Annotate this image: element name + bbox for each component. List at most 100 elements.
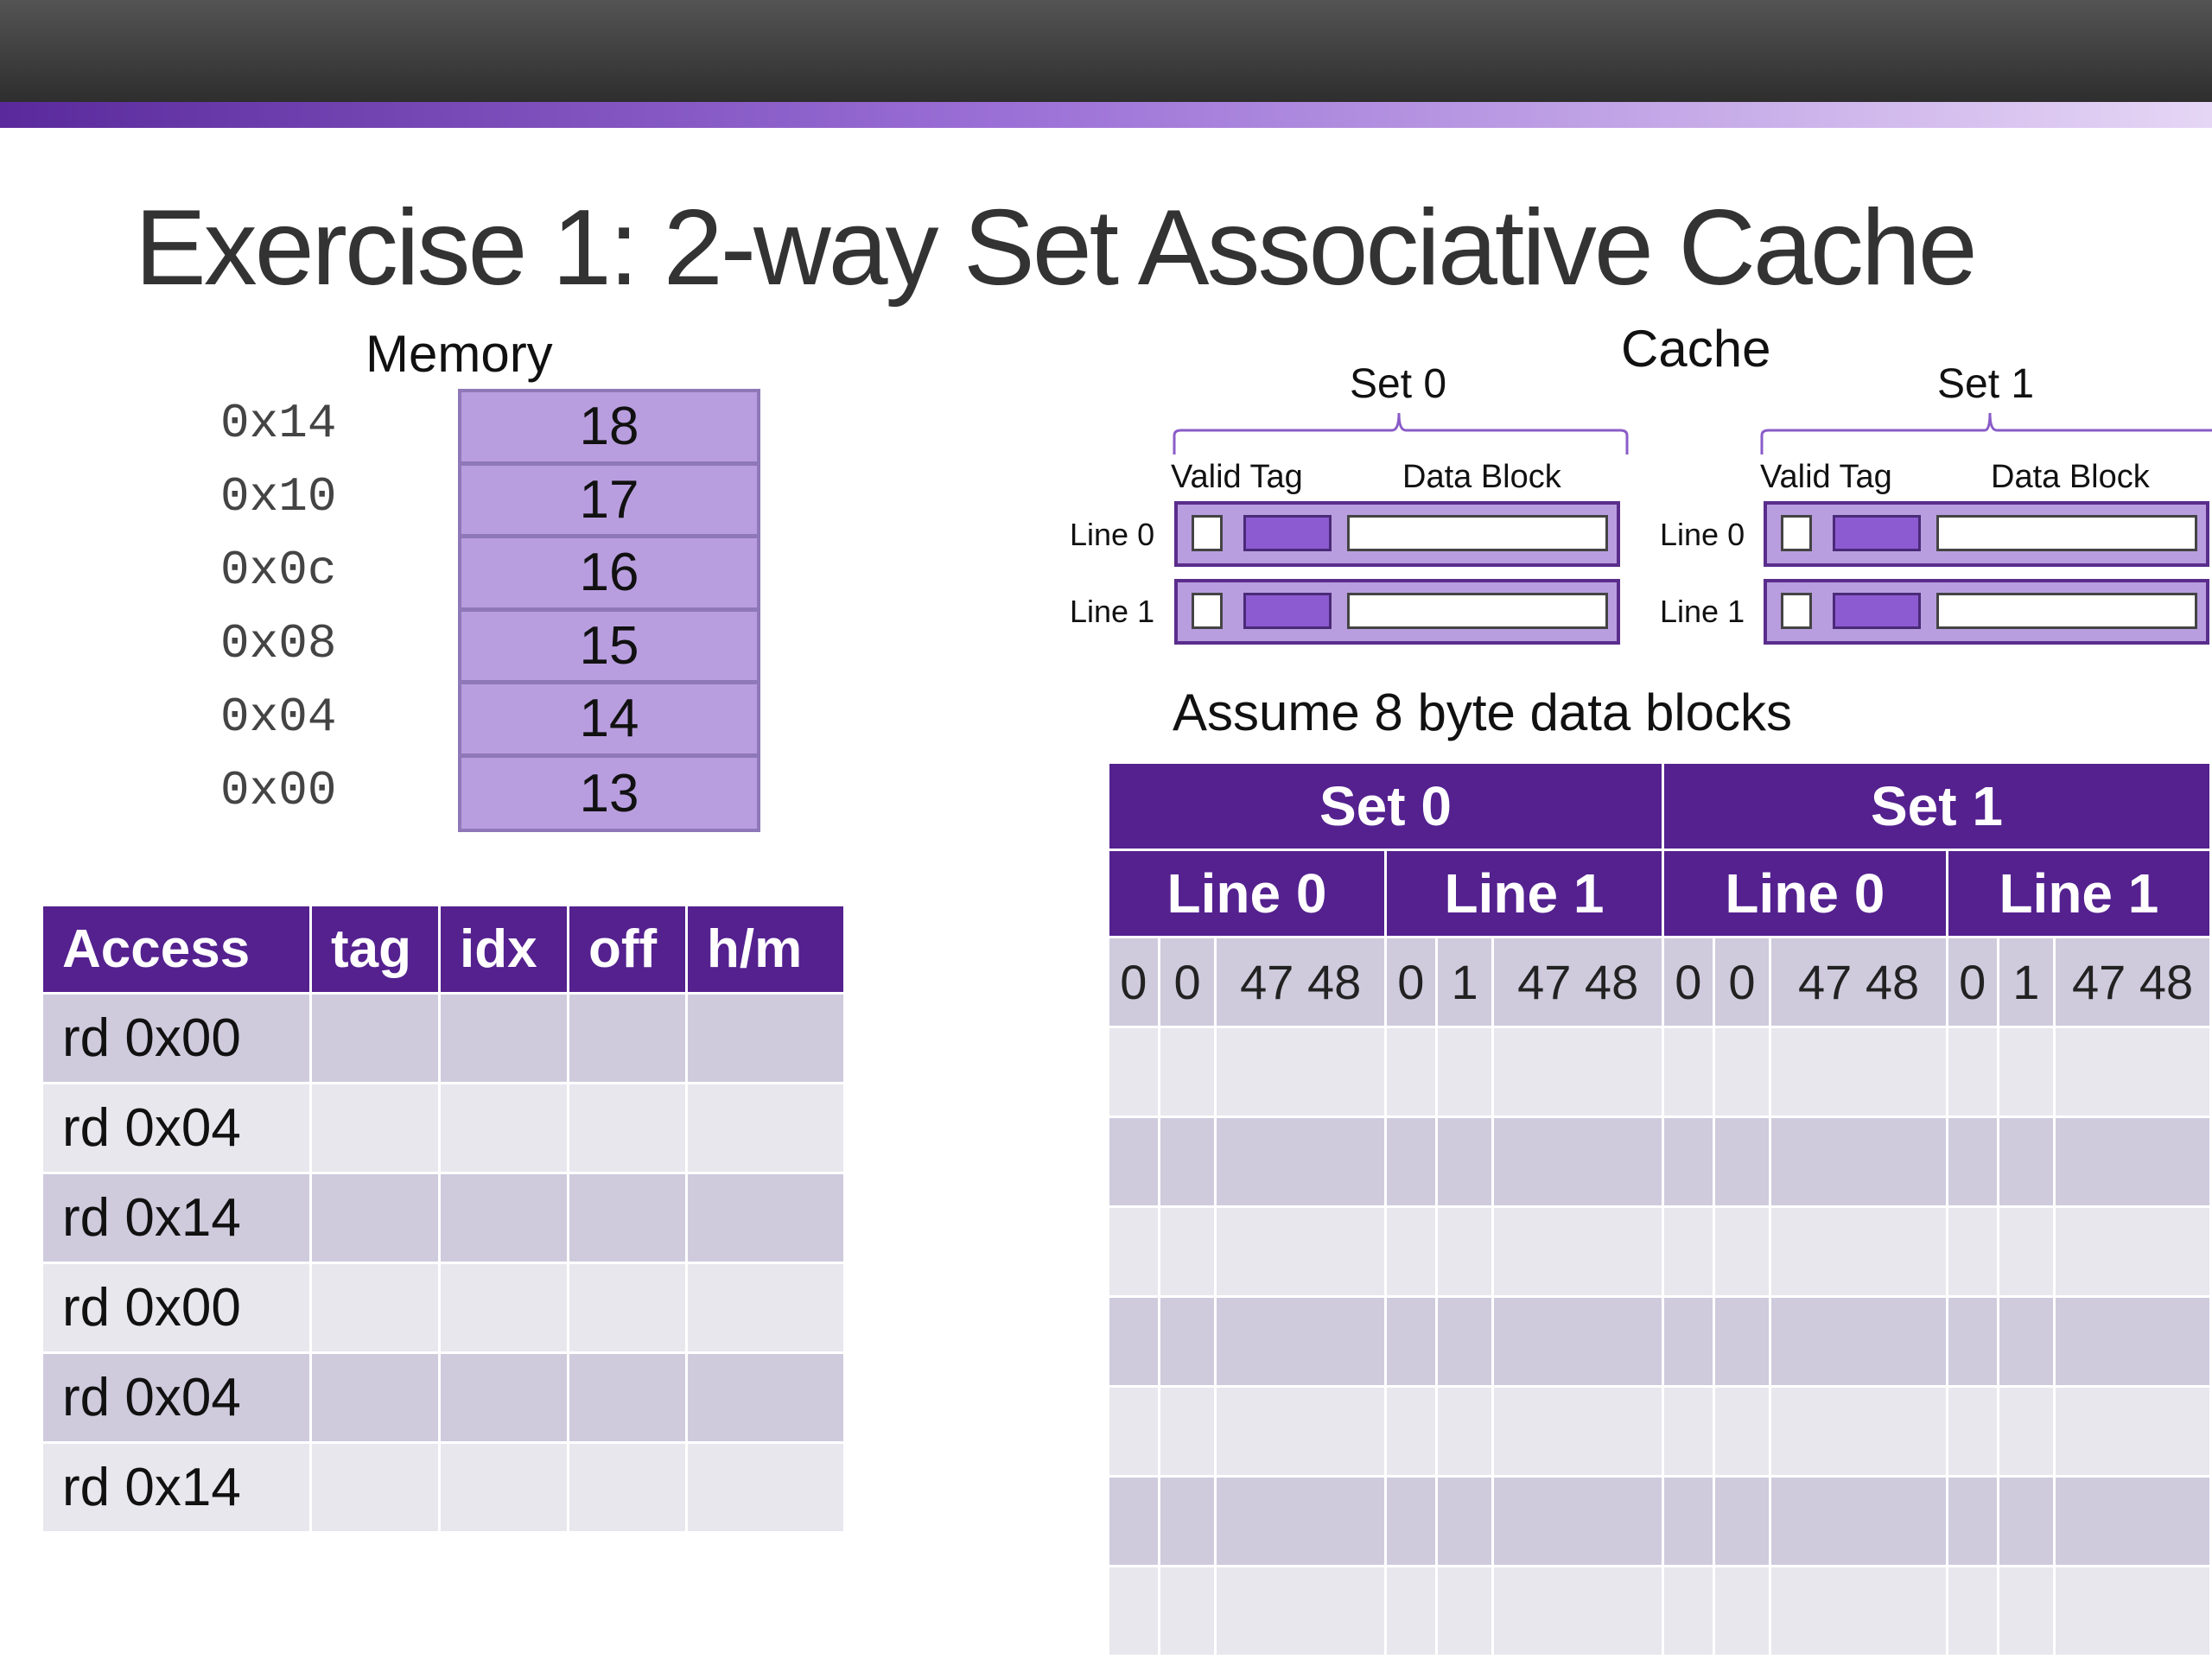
memory-cell: 15 [461,612,757,684]
idx-cell[interactable] [441,995,567,1082]
access-table-header: Access tag idx off h/m [43,906,843,992]
header-access: Access [43,906,309,992]
tag-cell: 1 [1437,938,1492,1026]
table-row [1109,1388,2209,1475]
data-block-box [1347,593,1608,629]
table-row [1109,1567,2209,1655]
tag-box [1243,515,1332,551]
memory-address: 0x04 [220,690,337,745]
set0-header: Set 0 [1109,764,1662,849]
access-cell: rd 0x04 [43,1084,309,1172]
access-table: Access tag idx off h/m rd 0x00 rd 0x04 r… [41,904,846,1534]
hm-cell[interactable] [688,1354,843,1441]
memory-cell: 18 [461,392,757,466]
off-cell[interactable] [569,1174,685,1262]
idx-cell[interactable] [441,1084,567,1172]
memory-cell: 17 [461,466,757,538]
table-row [1109,1028,2209,1116]
off-cell[interactable] [569,1444,685,1531]
tag-cell[interactable] [312,995,438,1082]
hm-cell[interactable] [688,1084,843,1172]
set0-brace [1173,412,1629,454]
idx-cell[interactable] [441,1354,567,1441]
valid-cell: 0 [1948,938,1997,1026]
table-row: rd 0x14 [43,1444,843,1531]
header-off: off [569,906,685,992]
table-row: rd 0x04 [43,1354,843,1441]
valid-cell: 0 [1109,938,1158,1026]
line-header: Line 1 [1386,851,1662,936]
tag-cell[interactable] [312,1084,438,1172]
off-cell[interactable] [569,1354,685,1441]
tag-cell[interactable] [312,1264,438,1351]
data-block-box [1347,515,1608,551]
table-row [1109,1118,2209,1205]
line-header: Line 0 [1663,851,1946,936]
off-cell[interactable] [569,995,685,1082]
hm-cell[interactable] [688,1174,843,1262]
table-row [1109,1298,2209,1385]
tag-box [1243,593,1332,629]
hm-cell[interactable] [688,1264,843,1351]
tag-box [1833,593,1921,629]
tag-cell: 0 [1714,938,1770,1026]
set0-label: Set 0 [1350,361,1447,407]
off-cell[interactable] [569,1084,685,1172]
data-block-label: Data Block [1991,459,2150,495]
table-row: rd 0x00 [43,1264,843,1351]
tag-cell[interactable] [312,1354,438,1441]
table-row: 0 0 47 48 0 1 47 48 0 0 47 48 0 1 47 48 [1109,938,2209,1026]
memory-cell: 16 [461,538,757,612]
slide-top-bar [0,0,2212,102]
tag-cell[interactable] [312,1444,438,1531]
header-hm: h/m [688,906,843,992]
table-row: rd 0x14 [43,1174,843,1262]
cache-line-header-row: Line 0 Line 1 Line 0 Line 1 [1109,851,2209,936]
cache-line-box [1764,501,2209,567]
cache-line-box [1174,579,1620,645]
set1-header: Set 1 [1663,764,2209,849]
table-row: rd 0x00 [43,995,843,1082]
table-row [1109,1208,2209,1295]
off-cell[interactable] [569,1264,685,1351]
memory-cell: 13 [579,764,639,824]
valid-bit-box [1192,593,1223,629]
hm-cell[interactable] [688,1444,843,1531]
line0-label: Line 0 [1070,517,1155,552]
valid-tag-label: Valid Tag [1171,459,1303,495]
line1-label: Line 1 [1660,594,1745,629]
cache-set-header-row: Set 0 Set 1 [1109,764,2209,849]
tag-cell: 0 [1160,938,1215,1026]
valid-bit-box [1781,515,1812,551]
idx-cell[interactable] [441,1444,567,1531]
memory-address: 0x08 [220,616,337,671]
data-cell: 47 48 [2056,938,2209,1026]
cache-label: Cache [1621,320,1771,378]
access-cell: rd 0x00 [43,1264,309,1351]
tag-cell[interactable] [312,1174,438,1262]
line0-label: Line 0 [1660,517,1745,552]
table-row: rd 0x04 [43,1084,843,1172]
line-header: Line 0 [1109,851,1384,936]
memory-address: 0x14 [220,396,337,451]
valid-cell: 0 [1663,938,1713,1026]
access-cell: rd 0x00 [43,995,309,1082]
valid-bit-box [1781,593,1812,629]
data-cell: 47 48 [1771,938,1946,1026]
idx-cell[interactable] [441,1264,567,1351]
access-cell: rd 0x04 [43,1354,309,1441]
access-cell: rd 0x14 [43,1174,309,1262]
header-idx: idx [441,906,567,992]
hm-cell[interactable] [688,995,843,1082]
cache-state-table: Set 0 Set 1 Line 0 Line 1 Line 0 Line 1 … [1107,761,2212,1657]
memory-column: 18 17 16 15 14 13 [458,389,760,832]
data-cell: 47 48 [1494,938,1662,1026]
memory-address: 0x0c [220,543,337,598]
header-tag: tag [312,906,438,992]
data-cell: 47 48 [1217,938,1384,1026]
line1-label: Line 1 [1070,594,1155,629]
data-block-box [1936,515,2197,551]
slide-accent-bar [0,102,2212,128]
line-header: Line 1 [1948,851,2209,936]
idx-cell[interactable] [441,1174,567,1262]
